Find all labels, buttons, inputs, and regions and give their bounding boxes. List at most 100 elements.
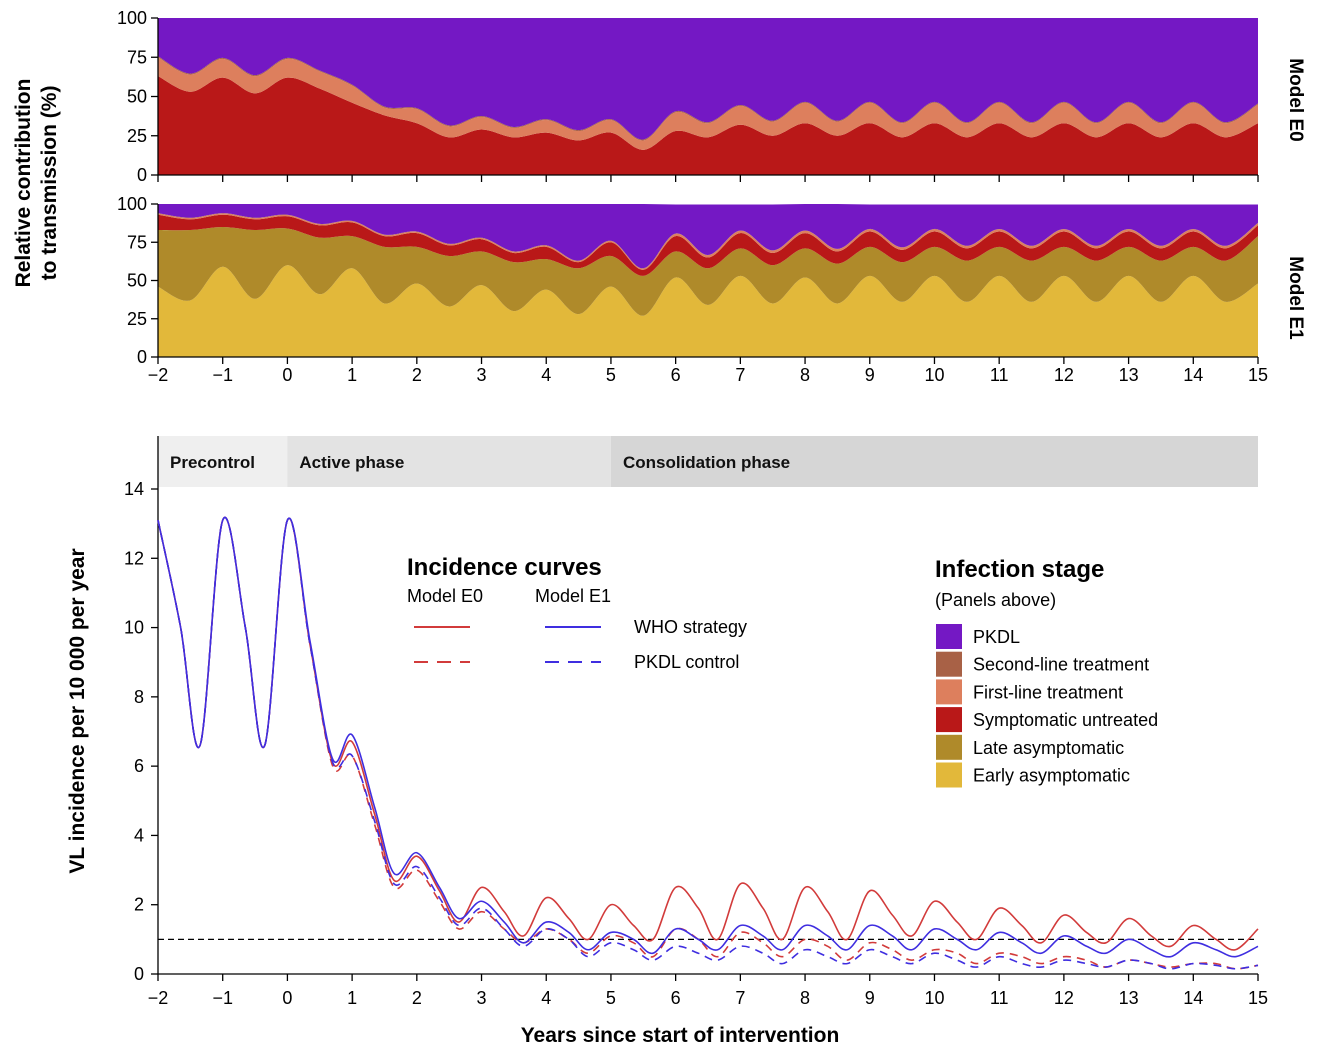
y-axis-title: VL incidence per 10 000 per year [66, 548, 89, 873]
x-tick-label: 13 [1119, 365, 1139, 385]
legend-stage-label: Symptomatic untreated [973, 710, 1158, 730]
y-tick-label: 100 [117, 194, 147, 214]
y-tick-label: 2 [134, 895, 144, 915]
legend-swatch-early-asymptomatic [936, 762, 962, 788]
x-tick-label: −2 [148, 365, 169, 385]
x-tick-label: 5 [606, 365, 616, 385]
legend-infection-stage: Infection stage (Panels above) PKDL Secon… [935, 556, 1158, 788]
x-tick-label: 7 [735, 988, 745, 1008]
area-late-asymptomatic [158, 226, 1258, 316]
y-tick-label: 50 [127, 87, 147, 107]
y-tick-label: 25 [127, 126, 147, 146]
x-tick-label: 11 [990, 988, 1009, 1008]
top-y-axis-title-line2: to transmission (%) [38, 86, 61, 281]
x-tick-label: 11 [990, 365, 1009, 385]
phase-band [287, 436, 611, 487]
x-tick-label: 4 [541, 988, 551, 1008]
legend-stages-subtitle: (Panels above) [935, 590, 1056, 610]
area-first-line-treatment [158, 57, 1258, 150]
legend-swatch-symptomatic-untreated [936, 707, 962, 733]
x-tick-label: 13 [1119, 988, 1139, 1008]
x-tick-label: 9 [865, 988, 875, 1008]
x-tick-label: 14 [1183, 988, 1203, 1008]
phase-label: Active phase [299, 453, 404, 472]
y-tick-label: 25 [127, 309, 147, 329]
panel-label-e0: Model E0 [1285, 58, 1306, 141]
panel-model-e0: 0 25 50 75 100 [117, 8, 1259, 185]
x-tick-label: 8 [800, 988, 810, 1008]
y-tick-label: 8 [134, 687, 144, 707]
y-tick-label: 10 [124, 618, 144, 638]
phase-band [158, 436, 288, 487]
x-tick-label: 2 [412, 365, 422, 385]
legend-stages-title: Infection stage [935, 556, 1104, 583]
x-tick-label: 3 [477, 365, 487, 385]
y-tick-label: 14 [124, 479, 144, 499]
x-tick-label: −1 [212, 988, 233, 1008]
area-early-asymptomatic [158, 265, 1258, 357]
top-y-axis-title-line1: Relative contribution [12, 79, 35, 288]
x-tick-label: 6 [671, 365, 681, 385]
phase-label: Precontrol [170, 453, 255, 472]
x-tick-label: 0 [282, 988, 292, 1008]
legend-incidence-curves: Incidence curves Model E0 Model E1 WHO s… [407, 554, 747, 672]
y-tick-label: 0 [137, 165, 147, 185]
legend-swatch-second-line-treatment [936, 651, 962, 677]
area-pkdl [158, 18, 1258, 140]
y-tick-label: 75 [127, 47, 147, 67]
legend-swatch-first-line-treatment [936, 679, 962, 705]
y-tick-label: 0 [137, 347, 147, 367]
x-tick-label: 15 [1248, 988, 1268, 1008]
phase-bar: Precontrol Active phase Consolidation phas… [158, 436, 1258, 487]
y-tick-label: 6 [134, 756, 144, 776]
x-tick-label: 10 [924, 988, 944, 1008]
x-tick-label: 2 [412, 988, 422, 1008]
y-tick-label: 12 [124, 548, 144, 568]
x-tick-label: 1 [347, 988, 357, 1008]
legend-curves-title: Incidence curves [407, 554, 602, 581]
line-model-e1-pkdl-control [157, 516, 1259, 970]
legend-swatch-pkdl [936, 624, 962, 649]
x-tick-label: −2 [148, 988, 169, 1008]
x-tick-label: 4 [541, 365, 551, 385]
x-tick-label: 12 [1054, 988, 1074, 1008]
area-pkdl [158, 203, 1258, 269]
x-tick-label: 1 [347, 365, 357, 385]
panel-label-e1: Model E1 [1285, 256, 1306, 340]
y-tick-label: 4 [134, 825, 144, 845]
legend-swatch-late-asymptomatic [936, 734, 962, 760]
legend-row-who: WHO strategy [634, 617, 747, 637]
area-symptomatic-untreated [158, 214, 1258, 276]
x-tick-label: 12 [1054, 365, 1074, 385]
y-tick-label: 100 [117, 8, 147, 28]
x-tick-label: 6 [671, 988, 681, 1008]
x-tick-label: 0 [282, 365, 292, 385]
legend-row-pkdl: PKDL control [634, 652, 739, 672]
x-axis-title: Years since start of intervention [521, 1024, 840, 1047]
x-tick-label: 5 [606, 988, 616, 1008]
legend-stage-label: Second-line treatment [973, 655, 1149, 675]
x-tick-label: 9 [865, 365, 875, 385]
phase-band [610, 436, 1258, 487]
phase-label: Consolidation phase [623, 453, 790, 472]
legend-stage-label: PKDL [973, 627, 1020, 647]
x-tick-label: 15 [1248, 365, 1268, 385]
y-tick-label: 75 [127, 232, 147, 252]
legend-stage-label: Early asymptomatic [973, 766, 1130, 786]
legend-col-e1: Model E1 [535, 586, 611, 606]
x-tick-label: 3 [477, 988, 487, 1008]
x-tick-label: 8 [800, 365, 810, 385]
area-symptomatic-untreated [158, 76, 1258, 175]
x-tick-label: 10 [924, 365, 944, 385]
x-tick-label: 7 [735, 365, 745, 385]
legend-stage-label: Late asymptomatic [973, 738, 1124, 758]
legend-stage-label: First-line treatment [973, 682, 1123, 702]
y-tick-label: 50 [127, 271, 147, 291]
y-tick-label: 0 [134, 964, 144, 984]
x-tick-label: −1 [212, 365, 233, 385]
legend-col-e0: Model E0 [407, 586, 483, 606]
x-tick-label: 14 [1183, 365, 1203, 385]
